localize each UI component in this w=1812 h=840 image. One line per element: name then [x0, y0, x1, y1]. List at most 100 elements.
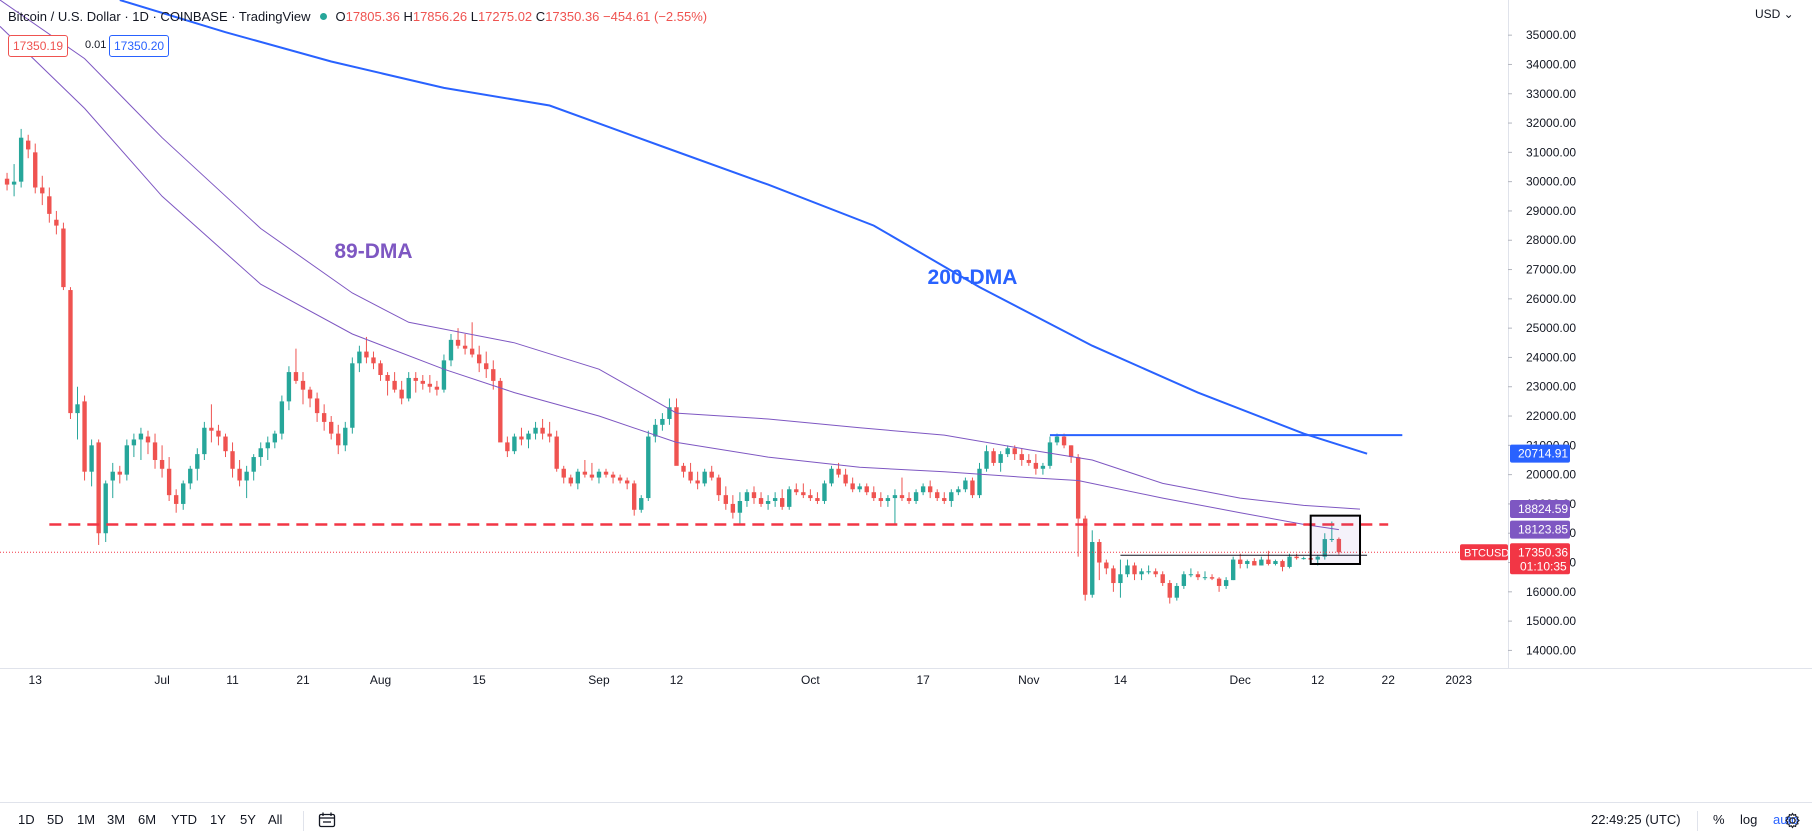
- candle-down[interactable]: [413, 372, 418, 393]
- candle-down[interactable]: [815, 492, 820, 504]
- timeframe-1d[interactable]: 1D: [18, 812, 35, 827]
- candle-down[interactable]: [1097, 539, 1102, 581]
- candle-up[interactable]: [646, 430, 651, 501]
- candle-up[interactable]: [181, 480, 186, 510]
- candle-up[interactable]: [279, 395, 285, 440]
- calendar-range-icon[interactable]: [318, 812, 336, 831]
- candle-up[interactable]: [956, 486, 961, 496]
- candle-down[interactable]: [561, 465, 566, 484]
- candle-up[interactable]: [787, 486, 792, 510]
- candle-down[interactable]: [33, 143, 38, 194]
- sell-price-button[interactable]: 17350.19: [8, 35, 69, 57]
- candle-down[interactable]: [385, 372, 390, 396]
- currency-menu[interactable]: USD ⌄: [1755, 7, 1794, 21]
- candle-up[interactable]: [89, 439, 94, 487]
- candle-down[interactable]: [1167, 580, 1172, 604]
- candle-down[interactable]: [970, 477, 975, 499]
- candle-up[interactable]: [258, 442, 263, 466]
- candle-up[interactable]: [124, 439, 130, 481]
- candle-down[interactable]: [942, 492, 947, 504]
- candle-up[interactable]: [448, 334, 454, 367]
- candle-up[interactable]: [251, 454, 256, 481]
- candle-up[interactable]: [1118, 559, 1123, 598]
- candle-down[interactable]: [906, 492, 912, 504]
- candle-down[interactable]: [582, 459, 588, 478]
- candle-down[interactable]: [1252, 558, 1257, 566]
- candle-down[interactable]: [1266, 550, 1271, 566]
- timeframe-1y[interactable]: 1Y: [210, 812, 226, 827]
- candle-down[interactable]: [624, 477, 630, 490]
- candle-down[interactable]: [1209, 574, 1215, 581]
- candle-down[interactable]: [716, 474, 721, 501]
- candle-up[interactable]: [1174, 583, 1179, 601]
- candle-down[interactable]: [47, 187, 52, 223]
- candle-up[interactable]: [512, 433, 517, 455]
- candle-down[interactable]: [300, 372, 306, 405]
- candle-down[interactable]: [462, 334, 468, 355]
- candle-down[interactable]: [209, 404, 214, 443]
- candle-down[interactable]: [371, 351, 376, 370]
- candle-down[interactable]: [850, 477, 855, 493]
- gear-icon[interactable]: [1784, 812, 1801, 832]
- candle-down[interactable]: [1294, 553, 1299, 560]
- candle-up[interactable]: [885, 495, 891, 507]
- candle-down[interactable]: [780, 489, 785, 510]
- candle-down[interactable]: [1132, 562, 1137, 581]
- candle-up[interactable]: [1245, 559, 1250, 569]
- candle-up[interactable]: [857, 483, 862, 493]
- candle-down[interactable]: [751, 486, 757, 504]
- candle-down[interactable]: [476, 345, 482, 373]
- candle-up[interactable]: [244, 465, 249, 499]
- clock-readout[interactable]: 22:49:25 (UTC): [1591, 812, 1681, 827]
- candle-down[interactable]: [1153, 568, 1158, 578]
- candle-down[interactable]: [1160, 571, 1165, 586]
- candle-up[interactable]: [1005, 445, 1010, 458]
- candle-down[interactable]: [519, 427, 524, 446]
- candle-down[interactable]: [695, 471, 700, 490]
- candle-up[interactable]: [195, 448, 200, 481]
- candle-down[interactable]: [589, 462, 595, 481]
- candle-down[interactable]: [216, 424, 221, 446]
- candle-down[interactable]: [730, 495, 736, 519]
- candle-down[interactable]: [364, 336, 369, 364]
- buy-price-button[interactable]: 17350.20: [109, 35, 170, 57]
- candle-down[interactable]: [159, 445, 165, 478]
- candle-up[interactable]: [575, 468, 581, 490]
- candle-down[interactable]: [1033, 454, 1039, 475]
- candle-down[interactable]: [617, 474, 623, 484]
- candle-down[interactable]: [1336, 537, 1342, 555]
- candle-down[interactable]: [399, 380, 404, 405]
- candle-down[interactable]: [927, 480, 933, 499]
- ma89-line[interactable]: [0, 26, 1339, 531]
- candle-down[interactable]: [293, 348, 299, 384]
- candle-down[interactable]: [117, 465, 122, 484]
- candle-up[interactable]: [702, 468, 707, 487]
- candle-down[interactable]: [1280, 559, 1285, 572]
- candle-down[interactable]: [568, 474, 573, 487]
- candle-down[interactable]: [307, 386, 313, 408]
- candle-down[interactable]: [4, 172, 10, 191]
- candle-down[interactable]: [843, 468, 848, 487]
- candle-up[interactable]: [737, 492, 743, 525]
- candle-down[interactable]: [321, 404, 327, 431]
- candle-down[interactable]: [82, 395, 87, 481]
- candle-up[interactable]: [265, 436, 270, 460]
- candle-down[interactable]: [554, 430, 559, 472]
- candle-down[interactable]: [1075, 454, 1081, 557]
- candle-up[interactable]: [1230, 556, 1236, 581]
- candle-down[interactable]: [434, 380, 440, 396]
- timeframe-5d[interactable]: 5D: [47, 812, 64, 827]
- candle-down[interactable]: [1083, 515, 1088, 601]
- candle-down[interactable]: [378, 360, 383, 381]
- candle-down[interactable]: [145, 430, 151, 455]
- ma200-line[interactable]: [119, 0, 1368, 455]
- candle-down[interactable]: [808, 489, 813, 501]
- candle-up[interactable]: [892, 489, 898, 525]
- candle-up[interactable]: [75, 386, 80, 440]
- candle-up[interactable]: [11, 164, 17, 197]
- candle-down[interactable]: [420, 375, 425, 390]
- candle-down[interactable]: [40, 175, 45, 206]
- candle-up[interactable]: [639, 495, 644, 513]
- candle-down[interactable]: [864, 483, 869, 496]
- candle-down[interactable]: [61, 222, 66, 291]
